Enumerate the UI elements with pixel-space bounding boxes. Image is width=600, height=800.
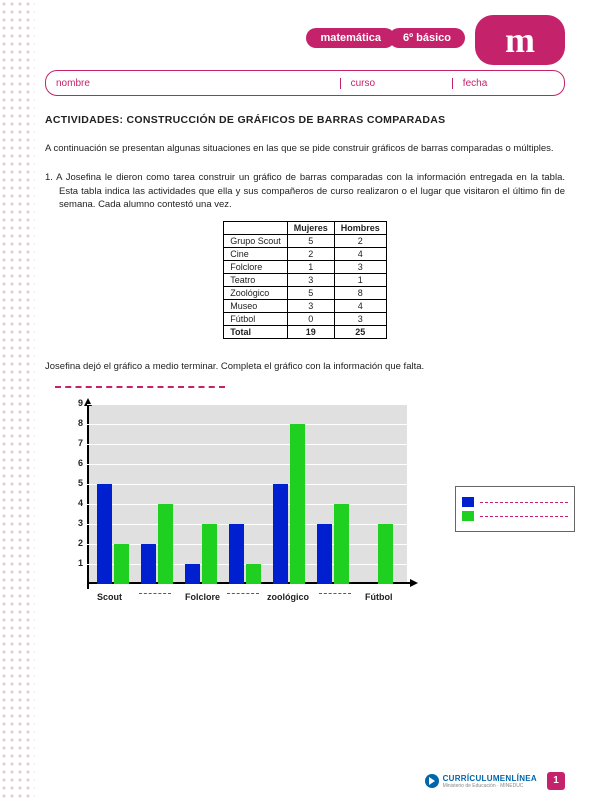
gridline (87, 424, 407, 425)
footer: CURRÍCULUMENLÍNEA Ministerio de Educació… (425, 772, 565, 790)
fecha-field: fecha (453, 78, 564, 89)
student-info-row: nombre curso fecha (45, 70, 565, 96)
subject-pill: matemática (306, 28, 395, 48)
y-tick-label: 1 (69, 558, 83, 568)
gridline (87, 404, 407, 405)
decorative-dots (0, 0, 35, 800)
bar-hombres (114, 544, 129, 584)
x-tick-label: Folclore (185, 592, 220, 602)
table-total-row: Total1925 (224, 326, 387, 339)
footer-brand-text: CURRÍCULUMENLÍNEA (443, 774, 537, 783)
table-row: Cine24 (224, 248, 387, 261)
plot-area: 123456789ScoutFolclorezoológicoFútbol (87, 404, 407, 604)
table-row: Folclore13 (224, 261, 387, 274)
chart-title-placeholder (55, 386, 225, 388)
y-tick-label: 3 (69, 518, 83, 528)
page-content: matemática 6º básico m nombre curso fech… (40, 0, 590, 800)
x-label-placeholder (139, 593, 171, 594)
table-row: Teatro31 (224, 274, 387, 287)
table-corner (224, 222, 288, 235)
table-row: Zoológico58 (224, 287, 387, 300)
activity-title: ACTIVIDADES: CONSTRUCCIÓN DE GRÁFICOS DE… (45, 114, 565, 126)
header: matemática 6º básico m (40, 10, 590, 70)
col-hombres: Hombres (334, 222, 386, 235)
table-row: Grupo Scout52 (224, 235, 387, 248)
x-label-placeholder (319, 593, 351, 594)
gridline (87, 484, 407, 485)
y-tick-label: 9 (69, 398, 83, 408)
bar-mujeres (141, 544, 156, 584)
bar-hombres (202, 524, 217, 584)
instruction-text: Josefina dejó el gráfico a medio termina… (45, 361, 565, 372)
gridline (87, 504, 407, 505)
legend-swatch-green (462, 511, 474, 521)
gridline (87, 524, 407, 525)
grade-pill: 6º básico (389, 28, 465, 48)
y-axis (87, 404, 89, 589)
bar-chart: 1 2 3 4 5 6 7 8 9 Scout Folclore zoológico Fútbol (55, 386, 535, 636)
bar-hombres (158, 504, 173, 584)
gridline (87, 544, 407, 545)
page-number: 1 (547, 772, 565, 790)
nombre-field: nombre (46, 78, 341, 89)
bar-hombres (334, 504, 349, 584)
gridline (87, 444, 407, 445)
bar-mujeres (229, 524, 244, 584)
y-tick-label: 5 (69, 478, 83, 488)
y-tick-label: 6 (69, 458, 83, 468)
x-label-placeholder (227, 593, 259, 594)
intro-text: A continuación se presentan algunas situ… (45, 142, 565, 155)
curso-field: curso (341, 78, 453, 89)
table-row: Fútbol03 (224, 313, 387, 326)
gridline (87, 464, 407, 465)
y-tick-label: 2 (69, 538, 83, 548)
logo-icon: m (475, 15, 565, 65)
data-table: Mujeres Hombres Grupo Scout52Cine24Folcl… (223, 221, 387, 339)
footer-sub-text: Ministerio de Educación · MINEDUC (443, 783, 537, 789)
y-tick-label: 7 (69, 438, 83, 448)
y-tick-label: 4 (69, 498, 83, 508)
table-row: Museo34 (224, 300, 387, 313)
legend-item-green (462, 511, 568, 521)
legend-label-placeholder (480, 502, 568, 503)
bar-mujeres (317, 524, 332, 584)
bar-hombres (378, 524, 393, 584)
question-1: 1. A Josefina le dieron como tarea const… (45, 171, 565, 211)
footer-brand: CURRÍCULUMENLÍNEA Ministerio de Educació… (425, 774, 537, 789)
bar-mujeres (273, 484, 288, 584)
x-tick-label: Scout (97, 592, 122, 602)
bar-mujeres (185, 564, 200, 584)
x-tick-label: zoológico (267, 592, 309, 602)
main-content: ACTIVIDADES: CONSTRUCCIÓN DE GRÁFICOS DE… (40, 96, 590, 636)
legend-item-blue (462, 497, 568, 507)
y-tick-label: 8 (69, 418, 83, 428)
legend-swatch-blue (462, 497, 474, 507)
col-mujeres: Mujeres (287, 222, 334, 235)
arrow-icon (425, 774, 439, 788)
bar-hombres (246, 564, 261, 584)
plot-background (87, 404, 407, 584)
bar-mujeres (97, 484, 112, 584)
bar-hombres (290, 424, 305, 584)
legend (455, 486, 575, 532)
x-tick-label: Fútbol (365, 592, 393, 602)
legend-label-placeholder (480, 516, 568, 517)
